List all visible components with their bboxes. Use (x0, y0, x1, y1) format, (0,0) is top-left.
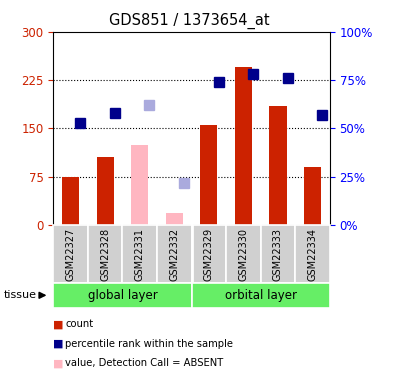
Bar (269, 106, 287, 225)
Bar (131, 144, 149, 225)
Text: GSM22331: GSM22331 (135, 228, 145, 280)
Bar (53, 225, 88, 283)
Bar (122, 225, 157, 283)
Bar (192, 283, 330, 308)
Text: GSM22332: GSM22332 (169, 228, 179, 280)
Text: ■: ■ (53, 358, 64, 368)
Bar (88, 225, 122, 283)
Bar (157, 225, 192, 283)
Text: ■: ■ (53, 320, 64, 329)
Bar (166, 213, 183, 225)
Text: tissue: tissue (4, 290, 37, 300)
Text: GDS851 / 1373654_at: GDS851 / 1373654_at (109, 13, 270, 29)
Text: GSM22328: GSM22328 (100, 228, 110, 280)
Bar (200, 125, 218, 225)
Bar (304, 167, 321, 225)
Text: orbital layer: orbital layer (225, 289, 297, 302)
Bar (96, 158, 114, 225)
Bar (192, 225, 226, 283)
Bar (261, 225, 295, 283)
Bar (53, 283, 192, 308)
Text: GSM22334: GSM22334 (308, 228, 318, 280)
Text: GSM22329: GSM22329 (204, 228, 214, 280)
Bar (235, 67, 252, 225)
Text: ■: ■ (53, 339, 64, 349)
Text: global layer: global layer (88, 289, 157, 302)
Bar (226, 225, 261, 283)
Bar (62, 177, 79, 225)
Text: GSM22330: GSM22330 (239, 228, 248, 280)
Text: GSM22333: GSM22333 (273, 228, 283, 280)
Text: GSM22327: GSM22327 (66, 227, 75, 280)
Text: value, Detection Call = ABSENT: value, Detection Call = ABSENT (65, 358, 224, 368)
Text: count: count (65, 320, 93, 329)
Bar (295, 225, 330, 283)
Text: percentile rank within the sample: percentile rank within the sample (65, 339, 233, 349)
